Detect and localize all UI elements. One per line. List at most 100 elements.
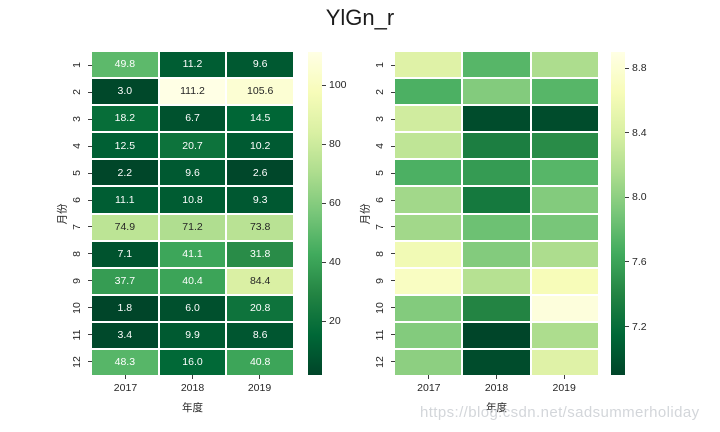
heatmap-cell: 105.6 (227, 79, 293, 105)
cell-value: 111.2 (180, 85, 205, 98)
cell-value: 20.7 (182, 139, 203, 152)
colorbar-tick-label: 7.2 (632, 320, 647, 333)
cell-value: 10.8 (182, 193, 203, 206)
chart-title: YlGn_r (325, 5, 395, 30)
heatmap-cell: 20.8 (227, 295, 293, 321)
x-axis-label: 年度 (486, 402, 507, 414)
heatmap-cell: 8.6 (227, 322, 293, 348)
colorbar: 8.8 8.4 8.0 7.6 7.2 (611, 52, 647, 375)
y-tick-mark (88, 172, 92, 174)
colorbar-tick-mark (322, 261, 326, 263)
colorbar-tick-mark (625, 196, 629, 198)
y-tick-label: 10 (71, 301, 83, 314)
heatmap-cell (463, 133, 530, 159)
y-tick-label: 11 (71, 329, 83, 341)
heatmap-cell: 2.6 (227, 160, 293, 186)
cell-value: 9.6 (252, 58, 268, 71)
heatmap-cell (395, 268, 462, 294)
x-tick-label: 2018 (484, 382, 509, 394)
heatmap-cell: 41.1 (159, 241, 226, 267)
heatmap-cell: 11.1 (92, 187, 158, 213)
cell-value: 31.8 (249, 247, 271, 260)
colorbar-tick-mark (625, 67, 629, 69)
cell-value: 11.1 (114, 193, 135, 206)
y-tick-label: 9 (71, 277, 83, 284)
heatmap-cell (531, 268, 598, 294)
colorbar-tick-label: 8.4 (632, 126, 647, 139)
colorbar-tick-label: 80 (329, 138, 341, 151)
heatmap-cell (531, 106, 598, 132)
y-tick-mark (391, 280, 395, 282)
heatmap-cell (395, 187, 462, 213)
y-tick-mark (391, 172, 395, 174)
cell-value: 7.1 (117, 247, 133, 260)
y-tick-label: 6 (71, 197, 83, 203)
heatmap-cell (531, 160, 598, 186)
cell-value: 16.0 (182, 356, 203, 369)
y-tick-mark (391, 361, 395, 363)
y-tick-label: 5 (71, 170, 83, 177)
cell-value: 14.5 (249, 112, 271, 125)
cell-value: 48.3 (114, 356, 136, 369)
y-tick-label: 1 (374, 62, 386, 69)
y-tick-mark (391, 118, 395, 120)
colorbar-tick-label: 60 (329, 197, 341, 210)
y-tick-label: 5 (374, 170, 386, 177)
heatmap-cell (395, 52, 462, 78)
heatmap-cell: 9.6 (227, 52, 293, 78)
colorbar-tick-label: 8.8 (632, 62, 647, 75)
cell-value: 18.2 (114, 112, 136, 125)
heatmap-cell: 11.2 (159, 52, 226, 78)
y-tick-mark (88, 199, 92, 201)
heatmap-cell (531, 187, 598, 213)
heatmap-cell (463, 241, 530, 267)
heatmap-cell (395, 322, 462, 348)
y-tick-label: 10 (374, 301, 386, 314)
heatmap-cell: 16.0 (159, 349, 226, 375)
heatmap-cell: 74.9 (92, 214, 158, 240)
cell-value: 37.7 (114, 274, 136, 287)
heatmap-cell (531, 133, 598, 159)
x-tick-mark (124, 375, 126, 379)
y-tick-mark (391, 334, 395, 336)
x-tick-label: 2019 (552, 382, 576, 394)
colorbar-gradient (308, 52, 322, 375)
heatmap-cell: 49.8 (92, 52, 158, 78)
y-tick-mark (88, 334, 92, 336)
heatmap-cell (531, 214, 598, 240)
colorbar-tick-label: 7.6 (632, 255, 647, 268)
heatmap-cell: 6.0 (159, 295, 226, 321)
heatmap-cell (463, 268, 530, 294)
heatmap-cell (395, 106, 462, 132)
cell-value: 2.6 (252, 166, 268, 179)
y-tick-mark (88, 226, 92, 228)
cell-value: 3.0 (117, 85, 133, 98)
y-tick-label: 11 (374, 329, 386, 341)
cell-value: 40.8 (249, 356, 271, 369)
colorbar: 100 80 60 40 20 (308, 52, 347, 375)
heatmap-cell: 10.8 (159, 187, 226, 213)
heatmap-cell: 14.5 (227, 106, 293, 132)
colorbar-tick-mark (322, 84, 326, 86)
x-tick-label: 2017 (113, 382, 138, 394)
x-tick-label: 2017 (417, 382, 441, 394)
y-tick-mark (88, 118, 92, 120)
y-tick-mark (391, 307, 395, 309)
heatmap-cell (395, 295, 462, 321)
cell-value: 40.4 (182, 274, 203, 287)
y-tick-label: 2 (71, 89, 83, 96)
heatmap-cell (463, 187, 530, 213)
heatmap-cell (395, 349, 462, 375)
colorbar-tick-mark (322, 320, 326, 322)
y-tick-label: 12 (374, 355, 386, 368)
cell-value: 9.9 (185, 329, 200, 342)
y-tick-label: 7 (71, 224, 83, 230)
heatmap-cell: 2.2 (92, 160, 158, 186)
y-tick-mark (88, 280, 92, 282)
y-tick-label: 8 (374, 250, 386, 257)
y-tick-label: 12 (71, 355, 83, 368)
cell-value: 6.0 (185, 302, 200, 315)
colorbar-tick-label: 40 (329, 256, 341, 269)
y-tick-label: 9 (374, 277, 386, 284)
